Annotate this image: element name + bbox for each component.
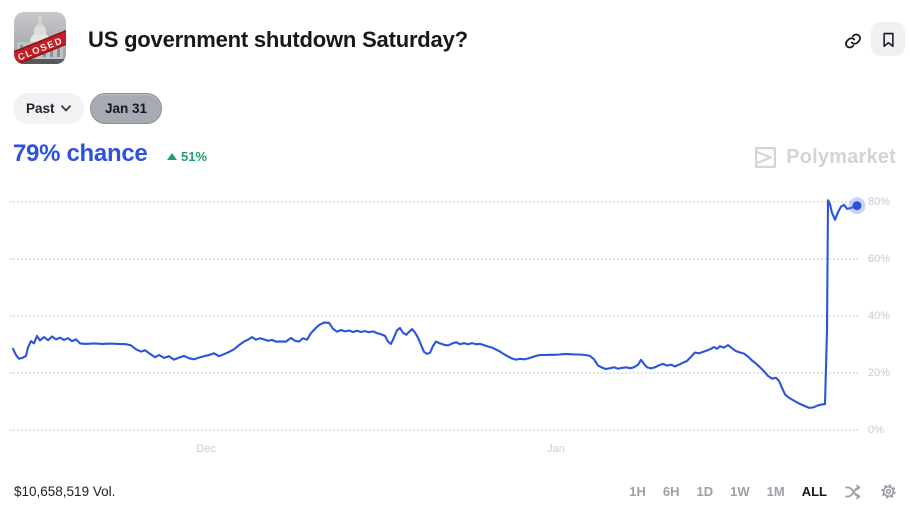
ytick-80: 80% <box>868 196 891 208</box>
chance-delta: 51% <box>167 149 207 164</box>
market-thumbnail: CLOSED <box>14 12 66 64</box>
chance-delta-value: 51% <box>181 149 208 164</box>
gridline-80 <box>10 201 858 203</box>
capitol-closed-image: CLOSED <box>14 12 66 64</box>
gridline-40 <box>10 315 858 317</box>
gear-icon <box>881 484 896 499</box>
xtick-dec: Dec <box>196 443 216 455</box>
ytick-20: 20% <box>868 367 891 379</box>
up-triangle-icon <box>167 153 177 160</box>
volume-label: $10,658,519 Vol. <box>14 484 116 499</box>
range-6h[interactable]: 6H <box>662 484 680 499</box>
gridline-20 <box>10 372 858 374</box>
date-pill-jan31[interactable]: Jan 31 <box>90 93 163 124</box>
gridline-60 <box>10 258 858 260</box>
bookmark-icon <box>882 32 894 47</box>
copy-link-button[interactable] <box>838 26 868 56</box>
xtick-jan: Jan <box>547 443 565 455</box>
gridline-0 <box>10 429 858 431</box>
range-1w[interactable]: 1W <box>730 484 750 499</box>
polymarket-watermark: Polymarket <box>753 145 896 170</box>
polymarket-logo-text: Polymarket <box>786 146 896 168</box>
chevron-down-icon <box>60 105 71 112</box>
ytick-0: 0% <box>868 424 884 436</box>
date-pill-label: Jan 31 <box>105 101 148 116</box>
range-1h[interactable]: 1H <box>629 484 646 499</box>
bookmark-button[interactable] <box>871 22 905 56</box>
shuffle-icon <box>845 484 861 499</box>
price-endpoint-halo <box>848 197 866 215</box>
range-all[interactable]: ALL <box>801 484 827 499</box>
link-icon <box>845 33 861 49</box>
ytick-40: 40% <box>868 310 891 322</box>
price-line <box>11 199 859 409</box>
chart-toolbar: 1H 6H 1D 1W 1M ALL <box>629 482 898 501</box>
compare-toggle-button[interactable] <box>844 483 862 501</box>
outcome-dropdown-label: Past <box>26 101 55 116</box>
polymarket-logo-icon <box>755 147 777 168</box>
page-title: US government shutdown Saturday? <box>88 27 468 52</box>
range-1m[interactable]: 1M <box>766 484 785 499</box>
range-1d[interactable]: 1D <box>696 484 714 499</box>
chance-value: 79% chance <box>13 140 148 167</box>
ytick-60: 60% <box>868 253 891 265</box>
chart-settings-button[interactable] <box>879 482 898 501</box>
outcome-dropdown[interactable]: Past <box>13 93 84 124</box>
